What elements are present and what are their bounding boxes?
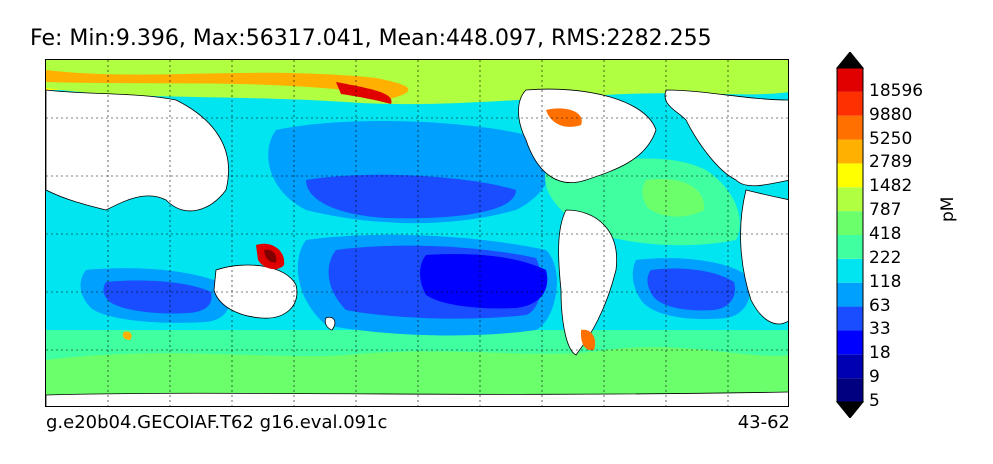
- ocean-map: [46, 60, 788, 406]
- colorbar-segment: [837, 282, 863, 307]
- colorbar-segment: [837, 187, 863, 212]
- colorbar-tick-label: 2789: [869, 152, 913, 173]
- colorbar-segment: [837, 330, 863, 355]
- colorbar-segment: [837, 235, 863, 259]
- colorbar-tick-label: 9880: [869, 104, 913, 125]
- continents: [46, 88, 788, 406]
- colorbar-extend-max: [835, 52, 865, 69]
- colorbar-tick-label: 222: [869, 247, 902, 268]
- colorbar-segment: [837, 91, 863, 116]
- colorbar-units: pM: [938, 196, 958, 222]
- north-pacific-very-low: [306, 174, 516, 219]
- new-zealand-landmass: [324, 316, 336, 331]
- colorbar-segment: [837, 163, 863, 188]
- arctic-green-region: [46, 60, 788, 105]
- antarctica-landmass: [46, 391, 788, 406]
- plot-title: Fe: Min:9.396, Max:56317.041, Mean:448.0…: [30, 26, 712, 51]
- colorbar-segment: [837, 378, 863, 402]
- south-america-landmass: [558, 209, 618, 356]
- year-range-label: 43-62: [737, 412, 790, 433]
- colorbar-extend-min: [835, 401, 865, 418]
- colorbar: [835, 52, 865, 418]
- colorbar-tick-label: 787: [869, 200, 902, 221]
- colorbar-segment: [837, 139, 863, 164]
- colorbar-tick-label: 418: [869, 224, 902, 244]
- colorbar-segment: [837, 306, 863, 331]
- colorbar-tick-label: 33: [869, 319, 891, 340]
- colorbar-tick-label: 18596: [869, 80, 924, 101]
- colorbar-segment: [837, 115, 863, 140]
- patagonia-hotspot: [580, 329, 596, 351]
- antarctic-shelf-region: [46, 347, 788, 406]
- map-panel: [45, 59, 789, 407]
- south-pacific-minimum: [420, 253, 548, 309]
- colorbar-segment: [837, 68, 863, 92]
- atlantic-dust-region: [642, 179, 705, 217]
- colorbar-tick-label: 5: [869, 391, 880, 411]
- colorbar-tick-label: 18: [869, 343, 891, 364]
- australia-landmass: [213, 264, 298, 319]
- arctic-red-region: [336, 82, 392, 104]
- graticule: [46, 60, 788, 406]
- arctic-orange-region: [46, 70, 409, 100]
- colorbar-segment: [837, 211, 863, 235]
- south-atlantic-lower: [647, 268, 736, 311]
- colorbar-tick-label: 9: [869, 367, 880, 388]
- kerguelen-hotspot: [122, 331, 132, 340]
- colorbar-tick-label: 5250: [869, 128, 913, 149]
- colorbar-tick-label: 118: [869, 271, 902, 292]
- colorbar-segment: [837, 354, 863, 379]
- colorbar-segment: [837, 258, 863, 283]
- case-name-label: g.e20b04.GECOIAF.T62 g16.eval.091c: [46, 412, 388, 433]
- colorbar-tick-label: 1482: [869, 176, 913, 197]
- hudson-bay-hotspot: [546, 108, 582, 127]
- indian-ocean-lower: [103, 280, 212, 314]
- africa-landmass: [740, 189, 788, 325]
- europe-africa-north: [664, 89, 788, 187]
- colorbar-tick-label: 63: [869, 295, 891, 316]
- colorbar-frame: [836, 67, 864, 403]
- asia-landmass: [46, 89, 229, 212]
- new-guinea-max: [264, 249, 277, 263]
